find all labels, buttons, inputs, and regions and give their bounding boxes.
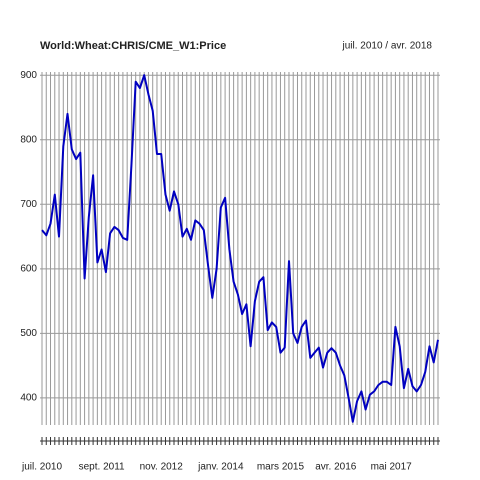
y-tick-label: 500 (20, 328, 37, 339)
y-tick-label: 700 (20, 199, 37, 210)
x-tick-label: mai 2017 (371, 462, 413, 473)
price-line (41, 74, 439, 423)
x-tick-label: juil. 2010 (21, 462, 62, 473)
x-tick-label: avr. 2016 (315, 462, 357, 473)
x-tick-label: nov. 2012 (140, 462, 184, 473)
x-tick-label: janv. 2014 (197, 462, 244, 473)
y-tick-label: 600 (20, 263, 37, 274)
chart-title: World:Wheat:CHRIS/CME_W1:Price (40, 40, 226, 52)
y-tick-label: 400 (20, 393, 37, 404)
y-tick-label: 900 (20, 70, 37, 81)
x-tick-label: mars 2015 (257, 462, 305, 473)
x-tick-label: sept. 2011 (79, 462, 125, 473)
chart-subtitle: juil. 2010 / avr. 2018 (341, 41, 432, 52)
y-tick-label: 800 (20, 134, 37, 145)
